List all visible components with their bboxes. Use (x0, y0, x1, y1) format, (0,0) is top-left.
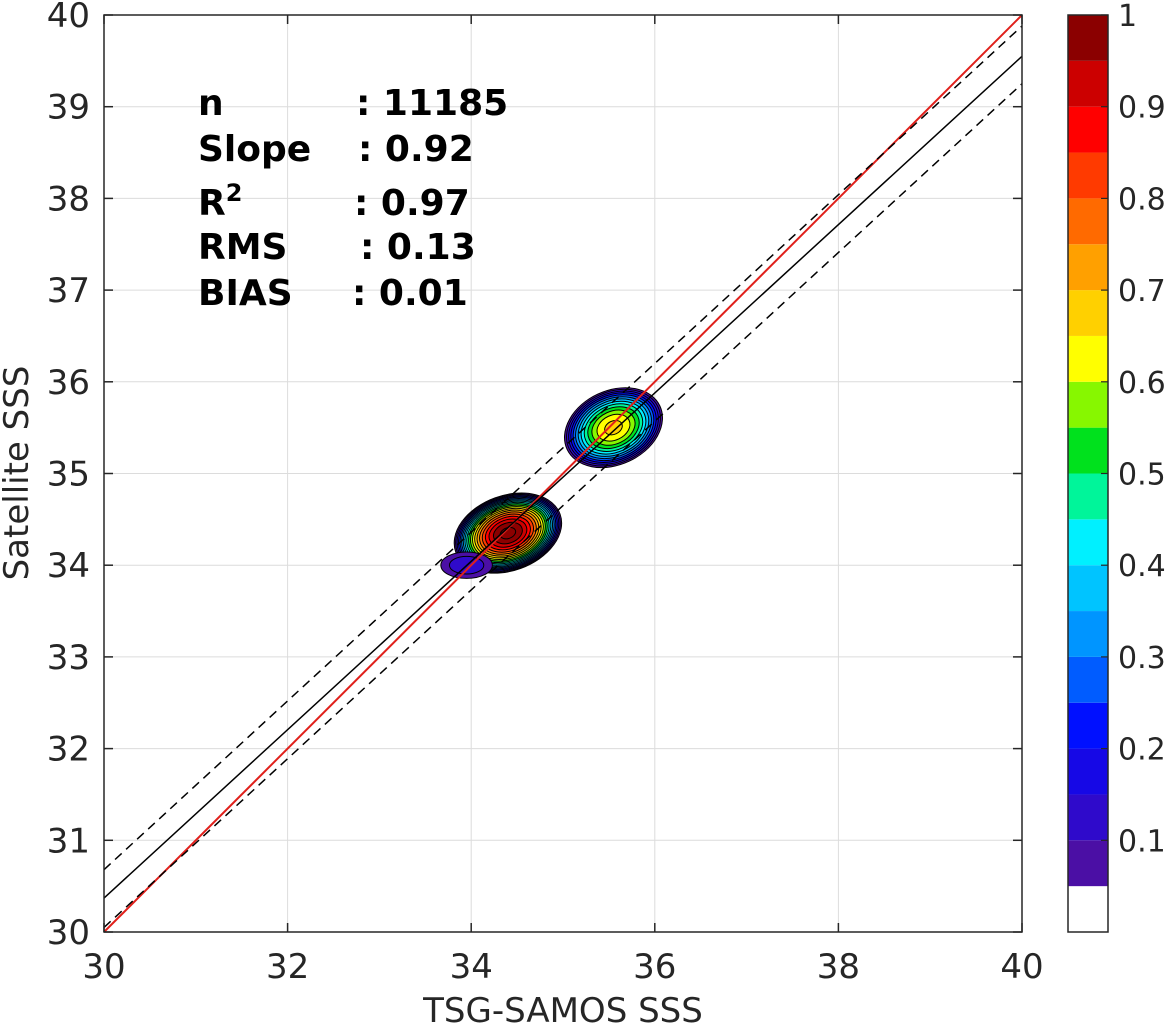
y-tick-label: 39 (47, 88, 90, 128)
colorbar-segment (1068, 565, 1108, 612)
stat-value: : 0.13 (360, 227, 476, 268)
regression-minus-rms-line (103, 83, 1023, 928)
y-tick-label: 33 (47, 638, 90, 678)
y-tick-label: 34 (47, 546, 90, 586)
colorbar-segment (1068, 748, 1108, 795)
x-tick-label: 38 (817, 947, 860, 987)
colorbar-segment (1068, 702, 1108, 749)
stat-key: BIAS (198, 273, 293, 314)
colorbar-segment (1068, 473, 1108, 520)
axis-ticks: 30 32 34 36 38 40 30 31 32 33 34 35 36 37 38 39 40 (47, 0, 1044, 987)
colorbar-tick-label: 0.7 (1118, 274, 1166, 309)
colorbar-segment (1068, 106, 1108, 153)
colorbar-tick-label: 0.5 (1118, 458, 1166, 493)
colorbar-tick-label: 0.3 (1118, 641, 1166, 676)
x-tick-label: 40 (1000, 947, 1043, 987)
regression-line (103, 55, 1023, 899)
stat-value: : 0.01 (352, 273, 468, 314)
colorbar-segment (1068, 519, 1108, 566)
colorbar-segment (1068, 840, 1108, 887)
colorbar-segment (1068, 15, 1108, 61)
colorbar-segment (1068, 335, 1108, 382)
colorbar-segment (1068, 244, 1108, 291)
colorbar-tick-label: 0.2 (1118, 733, 1166, 768)
colorbar-tick-label: 0.9 (1118, 91, 1166, 126)
y-tick-label: 32 (47, 730, 90, 770)
stat-key: R2 (198, 179, 242, 224)
stat-key: Slope (198, 129, 311, 170)
stat-value: : 0.97 (354, 183, 470, 224)
y-tick-label: 40 (47, 0, 90, 36)
colorbar-tick-label: 0.1 (1118, 824, 1166, 859)
colorbar-tick-label: 0.6 (1118, 366, 1166, 401)
stat-key: n (198, 83, 224, 124)
y-tick-label: 38 (47, 179, 90, 219)
y-tick-label: 31 (47, 821, 90, 861)
colorbar-tick-label: 1 (1118, 0, 1137, 34)
stat-value: : 11185 (356, 83, 508, 124)
colorbar-segment (1068, 60, 1108, 107)
colorbar-segment (1068, 381, 1108, 428)
x-tick-label: 32 (266, 947, 309, 987)
colorbar-tick-label: 0.4 (1118, 549, 1166, 584)
stat-superscript: 2 (226, 179, 243, 207)
fit-lines (103, 14, 1023, 933)
colorbar-segment (1068, 152, 1108, 199)
colorbar-segment (1068, 198, 1108, 245)
one-to-one-line (103, 14, 1023, 933)
y-tick-label: 36 (47, 363, 90, 403)
stat-value: : 0.92 (358, 129, 474, 170)
colorbar-tick-label: 0.8 (1118, 182, 1166, 217)
y-tick-label: 37 (47, 271, 90, 311)
x-tick-label: 34 (450, 947, 493, 987)
x-tick-label: 36 (633, 947, 676, 987)
colorbar: 0.1 0.2 0.3 0.4 0.5 0.6 0.7 0.8 0.9 1 (1067, 0, 1166, 933)
y-tick-label: 35 (47, 455, 90, 495)
colorbar-segment (1068, 427, 1108, 474)
statistics-annotation: n : 11185 Slope : 0.92 R2 : 0.97 RMS : 0.13 BIAS… (198, 83, 508, 314)
colorbar-segment (1068, 794, 1108, 841)
colorbar-segment (1068, 611, 1108, 657)
colorbar-segment (1068, 886, 1108, 932)
x-tick-label: 30 (82, 947, 125, 987)
colorbar-segment (1068, 656, 1108, 703)
y-tick-label: 30 (47, 913, 90, 953)
y-axis-label: Satellite SSS (0, 366, 37, 581)
grid-lines (103, 14, 1023, 933)
regression-plus-rms-line (103, 25, 1023, 871)
x-axis-label: TSG-SAMOS SSS (422, 991, 703, 1028)
stat-key: RMS (198, 227, 287, 268)
colorbar-segment (1068, 290, 1108, 336)
